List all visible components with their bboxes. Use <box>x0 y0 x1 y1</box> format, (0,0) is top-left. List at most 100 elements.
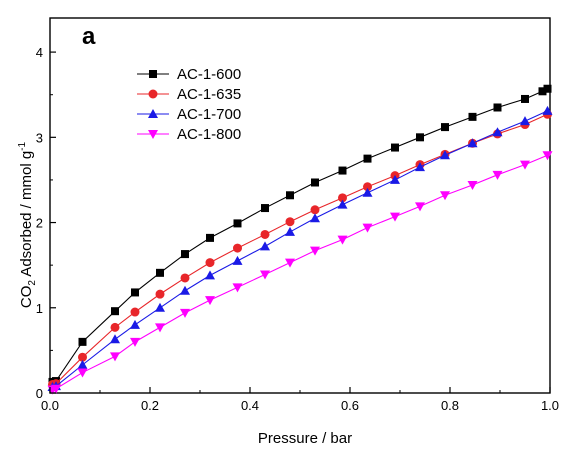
x-tick-label: 0.0 <box>41 398 59 413</box>
data-point <box>285 258 295 268</box>
legend-label: AC-1-800 <box>177 126 241 143</box>
plot-area-border <box>49 17 551 394</box>
series-layer <box>47 84 553 395</box>
x-tick-label: 1.0 <box>541 398 559 413</box>
x-axis-title: Pressure / bar <box>258 430 352 447</box>
data-point <box>542 105 553 115</box>
data-point <box>110 322 120 332</box>
data-point <box>538 87 547 96</box>
data-point <box>311 178 319 187</box>
data-point <box>416 133 424 142</box>
data-point <box>130 337 140 347</box>
data-point <box>310 246 320 256</box>
data-point <box>260 270 270 280</box>
legend-label: AC-1-635 <box>177 86 241 103</box>
data-point <box>205 270 215 280</box>
data-point <box>440 191 450 201</box>
data-point <box>492 170 503 180</box>
panel-label: a <box>82 23 96 50</box>
legend-marker <box>148 130 158 139</box>
y-tick-label: 0 <box>36 386 43 401</box>
data-point <box>181 250 189 259</box>
data-point <box>180 308 190 318</box>
y-tick-label: 1 <box>36 301 43 316</box>
data-point <box>492 127 503 137</box>
data-point <box>542 151 553 161</box>
data-point <box>110 352 120 362</box>
data-point <box>520 160 530 170</box>
data-point <box>233 219 242 228</box>
data-point <box>205 258 215 268</box>
series-ac-1-700 <box>47 105 553 392</box>
y-axis-title-superscript: -1 <box>17 141 28 150</box>
x-tick-label: 0.6 <box>341 398 359 413</box>
data-point <box>363 182 372 192</box>
legend-label: AC-1-700 <box>177 106 241 123</box>
legend-marker <box>148 109 158 118</box>
y-axis-title: CO2 Adsorbed / mmol g-1 <box>17 141 38 308</box>
y-axis-title-prefix: CO <box>18 286 35 309</box>
data-point <box>337 235 348 245</box>
data-point <box>467 138 478 148</box>
data-point <box>232 255 243 265</box>
y-tick-label: 3 <box>36 130 43 145</box>
plot-frame <box>49 17 551 394</box>
data-point <box>310 205 320 215</box>
series-ac-1-800 <box>47 151 553 395</box>
data-point <box>440 150 450 160</box>
data-point <box>155 302 165 312</box>
axis-layer: 0.0 0.2 0.4 0.6 0.8 1.0 0 1 2 3 4 <box>36 45 559 413</box>
legend: AC-1-600 AC-1-635 AC-1-700 AC-1-800 <box>137 66 241 143</box>
legend-marker <box>148 89 158 99</box>
data-point <box>260 229 270 239</box>
data-point <box>155 289 165 299</box>
series-line <box>52 110 548 388</box>
data-point <box>338 193 347 203</box>
legend-item: AC-1-800 <box>137 126 241 143</box>
x-tick-label: 0.2 <box>141 398 159 413</box>
y-tick-label: 4 <box>36 45 43 60</box>
data-point <box>521 94 529 103</box>
data-point <box>78 337 87 346</box>
data-point <box>543 84 552 93</box>
data-point <box>78 352 87 362</box>
x-tick-label: 0.4 <box>241 398 259 413</box>
legend-item: AC-1-600 <box>137 66 241 83</box>
data-point <box>520 116 530 126</box>
data-point <box>285 226 295 236</box>
data-point <box>206 233 214 242</box>
data-point <box>363 154 372 163</box>
series-ac-1-635 <box>48 109 552 389</box>
data-point <box>77 359 88 369</box>
data-point <box>390 212 400 222</box>
y-tick-label: 2 <box>36 216 43 231</box>
data-point <box>180 285 190 295</box>
data-point <box>285 217 295 227</box>
data-point <box>233 243 242 253</box>
legend-item: AC-1-700 <box>137 106 241 123</box>
data-point <box>468 112 477 121</box>
x-tick-label: 0.8 <box>441 398 459 413</box>
data-point <box>415 202 425 212</box>
y-axis-title-rest: Adsorbed / mmol g <box>18 151 35 280</box>
data-point <box>51 384 61 394</box>
legend-marker <box>149 70 157 78</box>
legend-item: AC-1-635 <box>137 86 241 103</box>
data-point <box>232 283 243 293</box>
data-point <box>130 319 140 329</box>
data-point <box>155 323 165 333</box>
data-point <box>338 166 347 175</box>
data-point <box>493 103 502 112</box>
y-axis-title-subscript: 2 <box>27 280 38 286</box>
data-point <box>362 223 373 233</box>
data-point <box>467 181 478 191</box>
data-point <box>130 307 140 317</box>
series-line <box>52 113 548 386</box>
data-point <box>180 273 190 283</box>
data-point <box>362 187 373 197</box>
data-point <box>391 143 399 152</box>
data-point <box>260 241 270 251</box>
data-point <box>156 268 164 277</box>
data-point <box>111 307 119 316</box>
data-point <box>205 296 215 306</box>
